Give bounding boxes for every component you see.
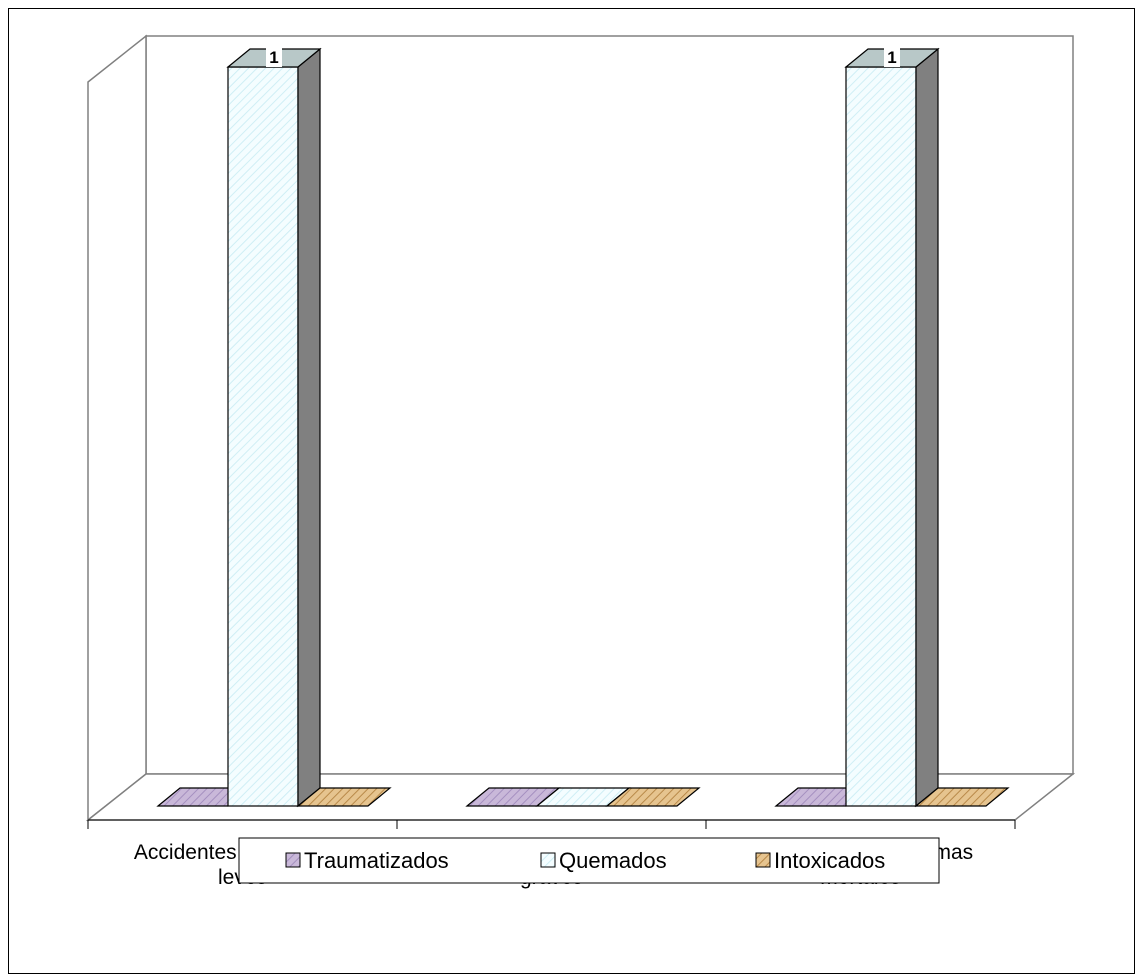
legend-label-intoxicados: Intoxicados — [774, 848, 885, 873]
data-label-2: 1 — [884, 47, 900, 67]
legend-swatch-traumatizados — [285, 852, 301, 868]
bar-intoxicados-1 — [296, 787, 392, 807]
bar-side — [915, 47, 939, 808]
data-label-bg — [266, 47, 282, 67]
bar-side — [297, 47, 321, 808]
category-axis — [87, 819, 1016, 829]
legend-item-traumatizados: Traumatizados — [285, 848, 449, 873]
bar-top — [605, 787, 701, 807]
legend-swatch-quemados — [540, 852, 556, 868]
bar-top — [914, 787, 1010, 807]
bar-top — [296, 787, 392, 807]
bar-quemados-3 — [844, 47, 940, 808]
side-wall — [87, 34, 147, 822]
legend: Traumatizados Quemados Intoxicados — [238, 837, 940, 884]
bar-front — [227, 66, 299, 807]
legend-swatch-intoxicados — [755, 852, 771, 868]
legend-box — [238, 837, 940, 884]
data-label-text: 1 — [887, 48, 896, 67]
legend-label-quemados: Quemados — [559, 848, 667, 873]
bar-intoxicados-2 — [605, 787, 701, 807]
bar-intoxicados-3 — [914, 787, 1010, 807]
bar-quemados-1 — [226, 47, 322, 808]
bar-front — [845, 66, 917, 807]
legend-item-quemados: Quemados — [540, 848, 667, 873]
data-label-bg — [884, 47, 900, 67]
legend-item-intoxicados: Intoxicados — [755, 848, 885, 873]
data-label-text: 1 — [269, 48, 278, 67]
data-label-1: 1 — [266, 47, 282, 67]
legend-label-traumatizados: Traumatizados — [304, 848, 449, 873]
